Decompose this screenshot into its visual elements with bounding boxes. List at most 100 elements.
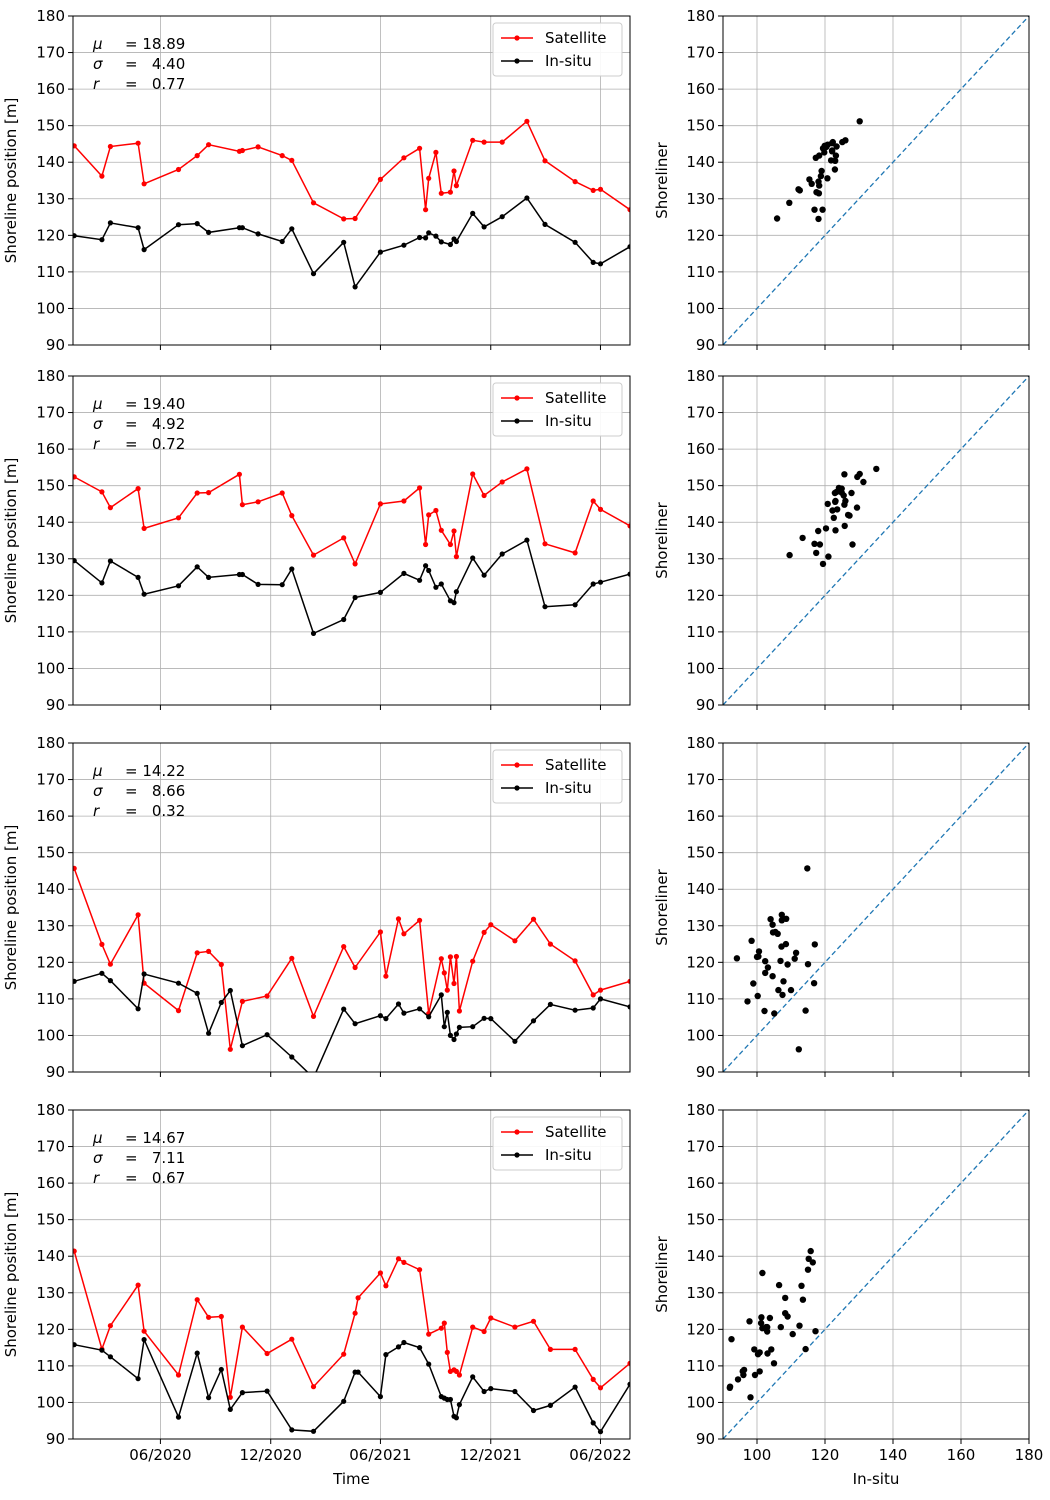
in-situ-point xyxy=(438,581,444,587)
satellite-point xyxy=(590,1376,596,1382)
y-tick-label: 120 xyxy=(686,1320,715,1338)
scatter-point xyxy=(747,1394,754,1401)
satellite-point xyxy=(401,1259,407,1265)
in-situ-point xyxy=(175,583,182,589)
satellite-point xyxy=(352,1310,358,1316)
satellite-point xyxy=(542,158,548,164)
satellite-point xyxy=(141,181,147,187)
scatter-point xyxy=(770,1360,778,1367)
satellite-point xyxy=(590,498,596,504)
y-tick-label: 150 xyxy=(36,477,65,495)
satellite-point xyxy=(289,1336,295,1342)
satellite-point xyxy=(470,1324,476,1330)
scatter-point xyxy=(792,949,800,956)
legend-satellite-label: Satellite xyxy=(545,389,606,407)
in-situ-line xyxy=(73,972,630,1072)
scatter-point xyxy=(856,118,863,125)
satellite-point xyxy=(175,515,182,521)
satellite-point xyxy=(175,166,182,173)
y-tick-label: 170 xyxy=(36,404,65,422)
scatter-point xyxy=(789,1330,796,1338)
satellite-point xyxy=(627,207,630,213)
in-situ-point xyxy=(395,1344,402,1350)
in-situ-point xyxy=(542,604,548,610)
in-situ-point xyxy=(377,589,383,596)
satellite-point xyxy=(499,479,505,485)
y-tick-label: 150 xyxy=(36,844,65,862)
y-tick-label: 170 xyxy=(686,771,715,789)
in-situ-point xyxy=(341,239,347,245)
satellite-point xyxy=(447,954,453,960)
scatter-point xyxy=(757,1319,765,1327)
in-situ-point xyxy=(377,1394,383,1400)
scatter-point xyxy=(828,147,836,154)
scatter-point xyxy=(825,553,832,560)
satellite-point xyxy=(352,964,358,971)
stat-symbol: μ xyxy=(92,762,103,780)
scatter-point xyxy=(816,541,824,548)
scatter-point xyxy=(822,525,830,532)
y-tick-label: 120 xyxy=(36,1320,65,1338)
satellite-point xyxy=(135,1282,141,1288)
satellite-point xyxy=(383,973,389,979)
satellite-point xyxy=(590,992,596,998)
in-situ-point xyxy=(401,1010,407,1016)
satellite-point xyxy=(135,912,141,918)
in-situ-point xyxy=(255,581,261,588)
in-situ-point xyxy=(597,996,604,1002)
in-situ-point xyxy=(264,1032,270,1038)
satellite-point xyxy=(341,1351,347,1357)
in-situ-point xyxy=(481,1015,487,1021)
in-situ-point xyxy=(453,1415,459,1421)
satellite-point xyxy=(255,499,261,505)
scatter-point xyxy=(819,206,826,213)
in-situ-point xyxy=(141,247,147,253)
plot-area xyxy=(723,1110,1029,1439)
in-situ-point xyxy=(383,1352,389,1358)
scatter-point xyxy=(832,157,839,164)
satellite-point xyxy=(438,1325,444,1331)
y-tick-label: 100 xyxy=(36,1026,65,1044)
y-tick-label: 100 xyxy=(36,659,65,677)
in-situ-point xyxy=(341,1006,347,1012)
y-tick-label: 140 xyxy=(686,513,715,531)
axes-frame xyxy=(72,742,631,1073)
satellite-point xyxy=(377,501,383,507)
y-tick-label: 120 xyxy=(686,586,715,604)
scatter-point xyxy=(748,937,755,944)
in-situ-point xyxy=(499,214,505,220)
scatter-point xyxy=(839,138,846,146)
satellite-point xyxy=(99,489,105,495)
scatter-point xyxy=(832,527,839,534)
in-situ-point xyxy=(255,231,261,237)
legend-in-situ-label: In-situ xyxy=(545,52,592,70)
satellite-point xyxy=(426,175,432,181)
scatter-point xyxy=(812,1328,819,1335)
y-axis-label: Shoreliner xyxy=(653,868,671,945)
satellite-point xyxy=(597,506,604,512)
y-axis-label: Shoreline position [m] xyxy=(2,1192,20,1358)
in-situ-point xyxy=(175,222,182,228)
y-tick-label: 130 xyxy=(36,1284,65,1302)
scatter-point xyxy=(766,1314,774,1322)
scatter-point xyxy=(830,514,837,521)
in-situ-point xyxy=(470,1374,476,1380)
scatter-point xyxy=(759,1325,766,1332)
scatter-point xyxy=(873,465,880,473)
y-tick-label: 170 xyxy=(686,404,715,422)
in-situ-point xyxy=(447,1396,453,1403)
in-situ-point xyxy=(572,239,578,245)
scatter-point xyxy=(842,497,849,505)
scatter-point xyxy=(733,955,741,962)
y-tick-label: 90 xyxy=(46,336,65,354)
scatter-point xyxy=(726,1384,733,1392)
y-tick-label: 120 xyxy=(686,226,715,244)
satellite-point xyxy=(99,941,105,948)
satellite-point xyxy=(627,978,630,984)
in-situ-point xyxy=(218,1366,224,1373)
satellite-point xyxy=(453,1368,459,1374)
axes-frame xyxy=(72,15,631,346)
in-situ-point xyxy=(73,1342,77,1348)
scatter-point xyxy=(751,1371,759,1379)
y-tick-label: 160 xyxy=(686,1174,715,1192)
